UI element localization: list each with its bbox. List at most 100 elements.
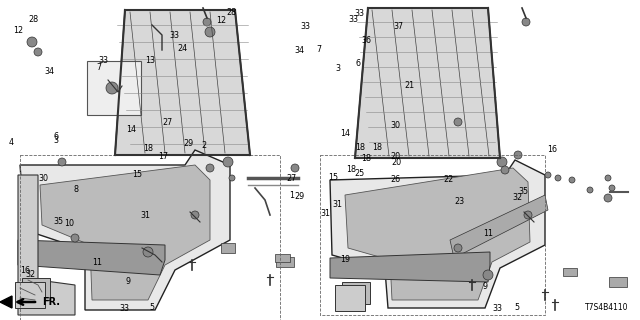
Circle shape [524,211,532,219]
Circle shape [27,37,37,47]
Circle shape [71,234,79,242]
Text: 20: 20 [390,152,401,161]
Circle shape [206,164,214,172]
Text: 31: 31 [320,209,330,218]
Bar [22,278,50,300]
Circle shape [454,118,462,126]
Circle shape [483,270,493,280]
Text: 34: 34 [45,67,55,76]
Polygon shape [115,10,250,155]
Text: T7S4B4110: T7S4B4110 [584,303,628,312]
Bar [276,257,294,267]
Text: 17: 17 [158,152,168,161]
Polygon shape [18,175,75,315]
Text: 31: 31 [333,200,343,209]
Text: 33: 33 [348,15,358,24]
Text: 37: 37 [393,22,403,31]
Text: 11: 11 [92,258,102,267]
Text: FR.: FR. [42,297,60,307]
Text: 15: 15 [132,170,143,179]
Circle shape [555,175,561,181]
Circle shape [569,177,575,183]
Bar [563,268,577,276]
Text: 18: 18 [355,143,365,152]
Bar [335,285,365,311]
Bar [320,155,545,315]
Text: 8: 8 [73,185,78,194]
Circle shape [203,18,211,26]
Text: 9: 9 [125,277,131,286]
Bar [275,254,289,262]
Text: 33: 33 [99,56,109,65]
Text: 26: 26 [390,175,401,184]
Text: 21: 21 [404,81,415,90]
Text: 6: 6 [54,132,59,141]
Text: 20: 20 [392,158,402,167]
Text: 4: 4 [9,138,14,147]
Polygon shape [345,168,530,300]
Text: 36: 36 [361,36,371,45]
Text: 31: 31 [141,211,151,220]
Polygon shape [330,252,490,282]
Text: 16: 16 [547,145,557,154]
Circle shape [291,164,299,172]
Text: 35: 35 [54,217,64,226]
Text: 16: 16 [20,266,31,275]
Text: 33: 33 [120,304,130,313]
Text: 9: 9 [483,282,488,291]
Text: 30: 30 [390,121,401,130]
Text: 33: 33 [169,31,179,40]
Text: 19: 19 [340,255,351,264]
Text: 14: 14 [340,129,351,138]
Circle shape [522,18,530,26]
Bar [221,243,235,253]
Text: 3: 3 [335,64,340,73]
Text: 33: 33 [301,22,311,31]
Circle shape [106,82,118,94]
Circle shape [514,151,522,159]
Text: 11: 11 [483,229,493,238]
Text: 29: 29 [184,139,194,148]
Text: 14: 14 [126,125,136,134]
Circle shape [604,194,612,202]
Text: 34: 34 [294,46,305,55]
Text: 3: 3 [54,136,59,145]
Text: 28: 28 [28,15,38,24]
Bar [342,282,370,304]
Circle shape [191,211,199,219]
Circle shape [223,157,233,167]
Text: 33: 33 [493,304,503,313]
Polygon shape [330,160,545,308]
Circle shape [229,175,235,181]
Text: 25: 25 [355,169,365,178]
Circle shape [545,172,551,178]
Text: 13: 13 [145,56,155,65]
Text: 1: 1 [289,191,294,200]
Text: 5: 5 [515,303,520,312]
Polygon shape [40,165,210,300]
Circle shape [58,158,66,166]
Text: 12: 12 [13,26,23,35]
Text: 27: 27 [163,118,173,127]
Polygon shape [0,296,12,308]
Text: 24: 24 [177,44,188,53]
Polygon shape [355,8,500,158]
Text: 33: 33 [355,9,365,18]
FancyBboxPatch shape [87,61,141,115]
Circle shape [605,175,611,181]
Text: 30: 30 [38,174,49,183]
Text: 18: 18 [346,165,356,174]
Bar [609,277,627,287]
Text: 29: 29 [294,192,305,201]
Text: 27: 27 [286,174,296,183]
Bar [20,155,280,320]
Text: 18: 18 [372,143,383,152]
Circle shape [34,48,42,56]
Text: 18: 18 [143,144,154,153]
Text: 5: 5 [150,303,155,312]
Polygon shape [18,240,165,275]
Text: 35: 35 [518,187,529,196]
Circle shape [454,244,462,252]
Circle shape [587,187,593,193]
Text: 28: 28 [227,8,237,17]
